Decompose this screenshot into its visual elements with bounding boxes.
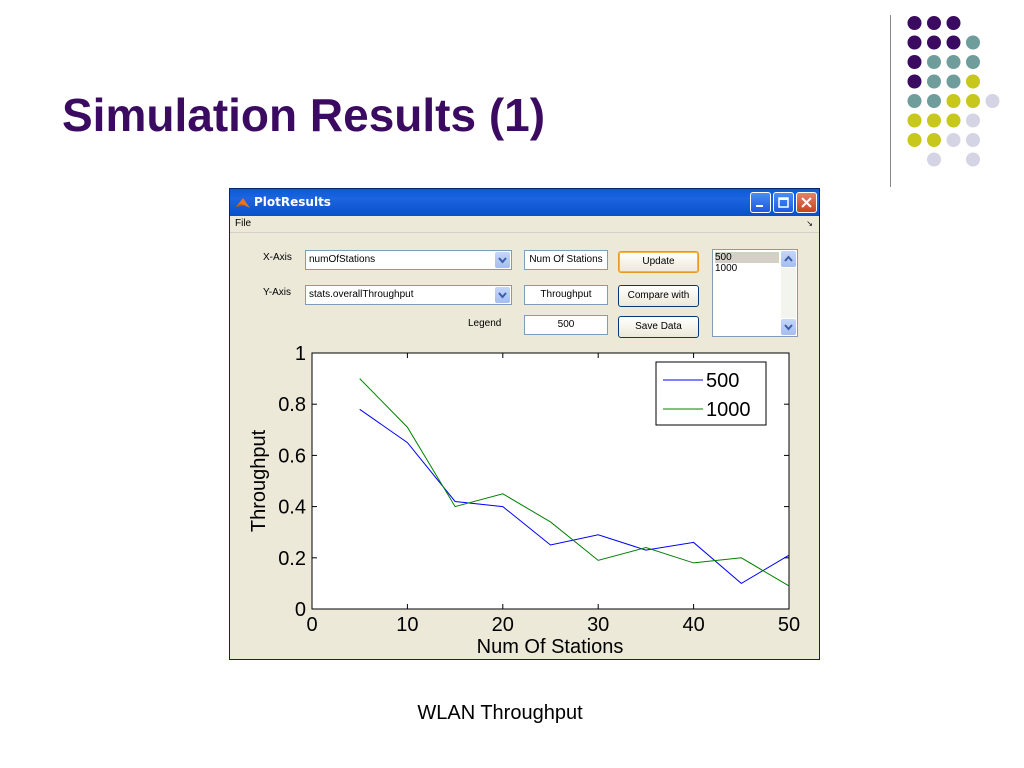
decor-dot	[927, 16, 941, 30]
slide-caption: WLAN Throughput	[417, 702, 583, 724]
decor-dot	[907, 16, 922, 30]
minimize-button[interactable]	[750, 192, 771, 213]
x-tick-label: 20	[492, 614, 514, 636]
chevron-down-icon[interactable]	[495, 287, 510, 303]
decor-dot	[966, 35, 980, 50]
scrollbar-track[interactable]	[781, 268, 796, 318]
decor-dot	[966, 74, 980, 89]
list-item[interactable]: 500	[715, 252, 779, 263]
legend-label: Legend	[468, 318, 502, 329]
y-tick-label: 0.4	[278, 497, 306, 519]
decor-dot	[907, 94, 922, 108]
x-tick-label: 10	[396, 614, 418, 636]
decor-dot	[927, 55, 941, 69]
decor-dot	[946, 55, 961, 69]
series-line-500	[359, 408, 790, 585]
legend-label-500: 500	[706, 370, 739, 392]
y-axis-select-value: stats.overallThroughput	[309, 289, 414, 300]
close-button[interactable]	[796, 192, 817, 213]
x-tick-label: 30	[587, 614, 609, 636]
maximize-button[interactable]	[773, 192, 794, 213]
plotresults-window: PlotResults File ↘ X-Axis numOfStations …	[229, 188, 820, 660]
window-titlebar[interactable]: PlotResults	[230, 189, 819, 216]
series-listbox[interactable]: 500 1000	[712, 249, 798, 337]
y-axis-text-field[interactable]: Throughput	[524, 285, 608, 305]
y-tick-label: 0.2	[278, 548, 306, 570]
x-axis-label: X-Axis	[263, 252, 292, 263]
chart-legend: 500 1000	[655, 361, 767, 426]
decor-dot	[927, 94, 941, 108]
compare-with-button[interactable]: Compare with	[618, 285, 699, 307]
chevron-down-icon[interactable]	[495, 252, 510, 268]
decor-dot	[946, 94, 961, 108]
scroll-up-icon[interactable]	[781, 251, 796, 267]
decor-dot	[946, 74, 961, 89]
y-tick-label: 0	[295, 599, 306, 621]
decor-dot	[946, 113, 961, 128]
decorative-dots	[907, 16, 1000, 167]
legend-label-1000: 1000	[706, 399, 751, 421]
decor-dot	[927, 113, 941, 128]
decor-dot	[927, 133, 941, 147]
decor-dot	[966, 152, 980, 167]
x-axis-select[interactable]: numOfStations	[305, 250, 512, 270]
decor-dot	[927, 152, 941, 167]
decor-dot	[907, 35, 922, 50]
x-tick-label: 40	[682, 614, 704, 636]
x-tick-label: 0	[306, 614, 317, 636]
save-data-button[interactable]: Save Data	[618, 316, 699, 338]
decor-dot	[946, 35, 961, 50]
x-axis-text-field[interactable]: Num Of Stations	[524, 250, 608, 270]
decor-line	[890, 15, 891, 187]
decor-dot	[946, 16, 961, 30]
decor-dot	[907, 55, 922, 69]
x-axis-title: Num Of Stations	[477, 636, 624, 658]
decor-dot	[966, 113, 980, 128]
menubar: File ↘	[230, 216, 819, 233]
decor-dot	[966, 55, 980, 69]
decor-dot	[966, 94, 980, 108]
decor-dot	[907, 133, 922, 147]
decor-dot	[907, 74, 922, 89]
update-button[interactable]: Update	[618, 251, 699, 273]
decor-dot	[927, 35, 941, 50]
x-axis-select-value: numOfStations	[309, 254, 376, 265]
y-axis-label: Y-Axis	[263, 287, 291, 298]
y-tick-label: 1	[295, 343, 306, 365]
x-tick-label: 50	[778, 614, 800, 636]
menu-arrow-icon[interactable]: ↘	[806, 219, 813, 228]
list-item[interactable]: 1000	[715, 263, 738, 274]
legend-box	[655, 361, 767, 426]
y-tick-label: 0.6	[278, 445, 306, 467]
decor-dot	[966, 133, 980, 147]
decor-dot	[927, 74, 941, 89]
y-axis-select[interactable]: stats.overallThroughput	[305, 285, 512, 305]
slide-title: Simulation Results (1)	[62, 89, 546, 141]
scroll-down-icon[interactable]	[781, 319, 796, 335]
y-tick-label: 0.8	[278, 394, 306, 416]
menu-file[interactable]: File	[235, 218, 252, 229]
series-line-1000	[359, 378, 790, 587]
decor-dot	[907, 113, 922, 128]
decor-dot	[985, 94, 1000, 108]
y-axis-title: Throughput	[248, 429, 270, 532]
decor-dot	[946, 133, 961, 147]
legend-text-field[interactable]: 500	[524, 315, 608, 335]
window-title: PlotResults	[254, 195, 331, 209]
matlab-icon	[236, 198, 250, 208]
